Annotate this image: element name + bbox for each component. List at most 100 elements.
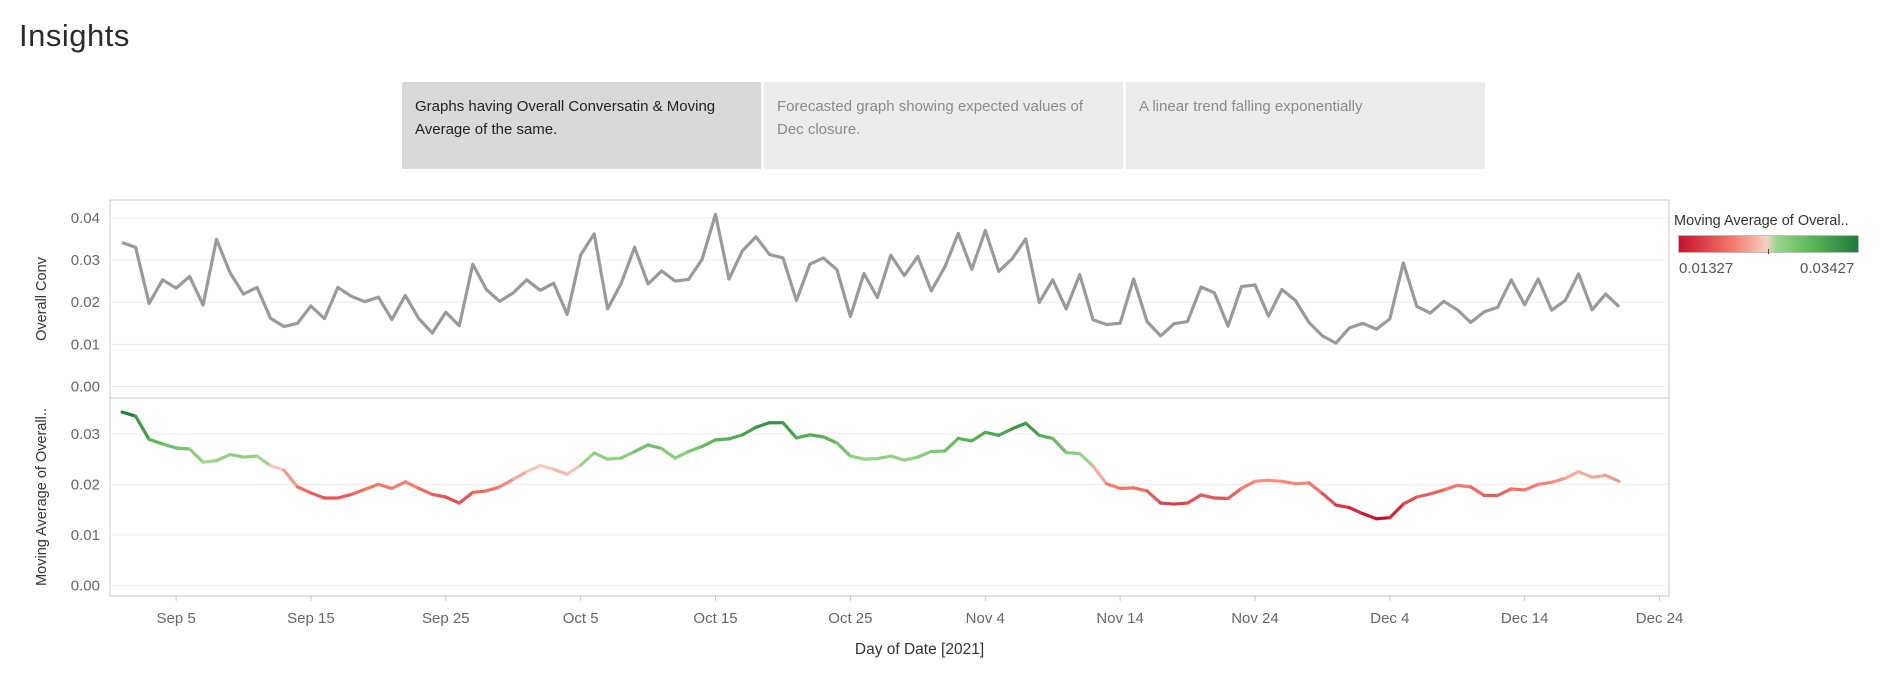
tab-linear-trend[interactable]: A linear trend falling exponentially xyxy=(1126,82,1485,169)
moving-average-segment xyxy=(363,482,380,492)
moving-average-segment xyxy=(214,452,232,463)
moving-average-segment xyxy=(943,436,960,453)
x-tick-label: Nov 4 xyxy=(966,610,1005,627)
moving-average-segment xyxy=(956,436,974,443)
moving-average-segment xyxy=(633,443,650,454)
moving-average-segment xyxy=(1455,483,1473,489)
moving-average-segment xyxy=(592,451,610,461)
moving-average-segment xyxy=(1091,464,1109,486)
legend-max-label: 0.03427 xyxy=(1800,260,1855,277)
moving-average-segment xyxy=(498,477,515,489)
moving-average-segment xyxy=(403,480,421,491)
moving-average-segment xyxy=(1604,473,1621,483)
moving-average-segment xyxy=(1496,487,1513,498)
moving-average-segment xyxy=(1536,480,1554,486)
moving-average-segment xyxy=(1320,491,1338,507)
moving-average-segment xyxy=(659,446,677,460)
moving-average-segment xyxy=(606,456,623,461)
y-axis-title: Moving Average of Overall.. xyxy=(34,408,50,586)
moving-average-segment xyxy=(1078,451,1095,468)
moving-average-segment xyxy=(1185,493,1203,505)
legend-title: Moving Average of Overal.. xyxy=(1674,213,1849,229)
tab-overall-conversation[interactable]: Graphs having Overall Conversatin & Movi… xyxy=(402,82,761,169)
x-tick-label: Oct 15 xyxy=(693,610,737,627)
moving-average-segment xyxy=(1401,495,1419,506)
moving-average-segment xyxy=(673,449,691,460)
x-tick-label: Nov 14 xyxy=(1096,610,1144,627)
moving-average-segment xyxy=(241,454,259,459)
moving-average-segment xyxy=(646,443,664,451)
moving-average-segment xyxy=(862,457,879,461)
moving-average-segment xyxy=(457,490,475,505)
moving-average-segment xyxy=(1509,487,1527,492)
moving-average-segment xyxy=(1199,493,1217,500)
moving-average-segment xyxy=(1374,516,1392,521)
moving-average-segment xyxy=(1037,433,1055,440)
moving-average-segment xyxy=(1428,488,1446,496)
moving-average-segment xyxy=(1415,492,1432,499)
moving-average-segment xyxy=(174,446,192,451)
x-tick-label: Nov 24 xyxy=(1231,610,1279,627)
moving-average-segment xyxy=(1293,481,1311,486)
legend-center-tick xyxy=(1768,249,1769,254)
moving-average-segment xyxy=(1442,483,1459,492)
moving-average-segment xyxy=(1590,473,1608,479)
moving-average-segment xyxy=(1226,486,1244,501)
moving-average-segment xyxy=(525,464,542,474)
moving-average-segment xyxy=(1280,479,1298,486)
moving-average-segment xyxy=(727,433,745,441)
moving-average-segment xyxy=(579,451,596,467)
moving-average-segment xyxy=(889,454,906,462)
moving-average-segment xyxy=(1307,481,1325,496)
moving-average-segment xyxy=(1253,478,1271,483)
moving-average-segment xyxy=(1523,482,1540,492)
moving-average-segment xyxy=(444,495,461,505)
moving-average-segment xyxy=(1172,501,1190,506)
x-tick-label: Dec 4 xyxy=(1370,610,1409,627)
moving-average-segment xyxy=(309,491,327,500)
legend-min-label: 0.01327 xyxy=(1679,260,1734,277)
moving-average-segment xyxy=(713,437,731,442)
moving-average-segment xyxy=(187,447,205,464)
x-tick-label: Dec 24 xyxy=(1636,610,1684,627)
moving-average-segment xyxy=(201,459,219,464)
moving-average-segment xyxy=(484,485,502,493)
moving-average-segment xyxy=(147,437,165,446)
moving-average-segment xyxy=(538,464,556,471)
moving-average-segment xyxy=(120,410,138,418)
tab-forecast[interactable]: Forecasted graph showing expected values… xyxy=(764,82,1123,169)
moving-average-segment xyxy=(821,435,839,445)
x-tick-label: Sep 25 xyxy=(422,610,470,627)
moving-average-segment xyxy=(471,489,488,495)
moving-average-segment xyxy=(255,454,273,468)
moving-average-segment xyxy=(1361,512,1378,521)
moving-average-segment xyxy=(1347,506,1365,516)
moving-average-segment xyxy=(349,487,367,497)
moving-average-segment xyxy=(848,454,866,461)
moving-average-segment xyxy=(1266,478,1284,483)
moving-average-segment xyxy=(1010,421,1028,431)
story-tabs: Graphs having Overall Conversatin & Movi… xyxy=(402,82,1485,169)
moving-average-segment xyxy=(619,449,637,460)
y-tick-label: 0.03 xyxy=(71,426,100,443)
moving-average-segment xyxy=(390,480,407,491)
x-tick-label: Oct 5 xyxy=(563,610,599,627)
moving-average-segment xyxy=(228,452,246,459)
moving-average-segment xyxy=(1145,489,1163,505)
overall-conv-line xyxy=(121,212,1621,345)
y-tick-label: 0.00 xyxy=(71,379,100,396)
moving-average-segment xyxy=(808,433,826,439)
moving-average-segment xyxy=(160,442,178,450)
moving-average-segment xyxy=(1563,470,1581,480)
moving-average-segment xyxy=(1131,486,1149,493)
moving-average-segment xyxy=(565,463,583,476)
y-tick-label: 0.04 xyxy=(71,210,100,227)
moving-average-segment xyxy=(417,486,434,497)
moving-average-segment xyxy=(1051,436,1068,455)
page-title: Insights xyxy=(19,18,130,53)
moving-average-segment xyxy=(282,468,300,489)
y-tick-label: 0.02 xyxy=(71,294,100,311)
y-tick-label: 0.03 xyxy=(71,252,100,269)
moving-average-segment xyxy=(740,425,758,437)
moving-average-segment xyxy=(1550,476,1567,484)
